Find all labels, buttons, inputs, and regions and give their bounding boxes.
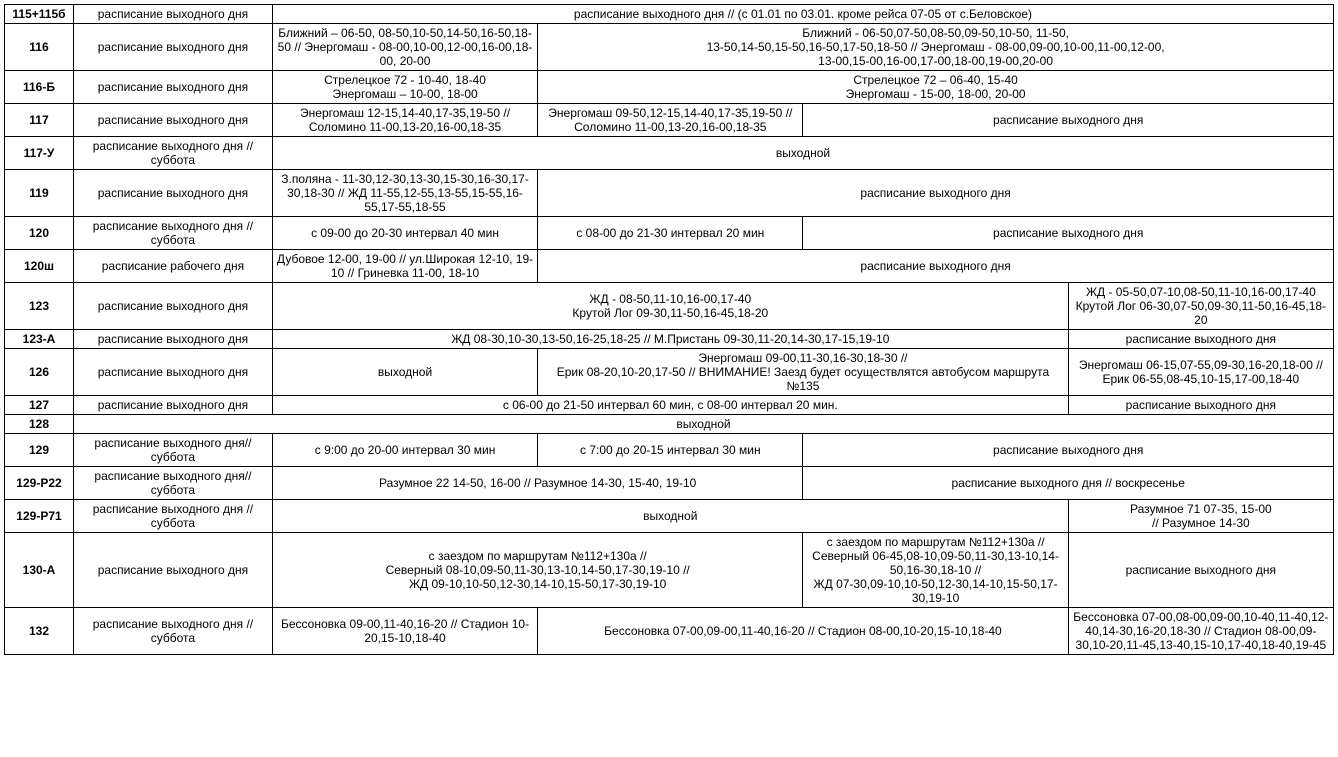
table-row: 130-Арасписание выходного дняс заездом п…	[5, 533, 1334, 608]
schedule-cell: расписание выходного дня	[538, 170, 1334, 217]
schedule-cell: расписание выходного дня	[73, 330, 272, 349]
route-cell: 130-А	[5, 533, 74, 608]
schedule-cell: ЖД - 05-50,07-10,08-50,11-10,16-00,17-40…	[1068, 283, 1333, 330]
schedule-cell: с 06-00 до 21-50 интервал 60 мин, с 08-0…	[272, 396, 1068, 415]
schedule-cell: расписание выходного дня //суббота	[73, 500, 272, 533]
schedule-cell: расписание рабочего дня	[73, 250, 272, 283]
table-row: 123-Арасписание выходного дняЖД 08-30,10…	[5, 330, 1334, 349]
schedule-cell: Стрелецкое 72 – 06-40, 15-40Энергомаш - …	[538, 71, 1334, 104]
schedule-cell: расписание выходного дня	[73, 24, 272, 71]
schedule-cell: выходной	[272, 500, 1068, 533]
route-cell: 123-А	[5, 330, 74, 349]
table-row: 119расписание выходного дняЗ.поляна - 11…	[5, 170, 1334, 217]
schedule-cell: расписание выходного дня	[1068, 396, 1333, 415]
schedule-cell: расписание выходного дня// суббота	[73, 467, 272, 500]
schedule-cell: расписание выходного дня //суббота	[73, 217, 272, 250]
schedule-cell: расписание выходного дня	[538, 250, 1334, 283]
schedule-cell: расписание выходного дня// суббота	[73, 434, 272, 467]
schedule-cell: расписание выходного дня	[73, 104, 272, 137]
schedule-cell: Бессоновка 07-00,08-00,09-00,10-40,11-40…	[1068, 608, 1333, 655]
schedule-cell: ЖД - 08-50,11-10,16-00,17-40Крутой Лог 0…	[272, 283, 1068, 330]
schedule-cell: Ближний - 06-50,07-50,08-50,09-50,10-50,…	[538, 24, 1334, 71]
table-row: 120расписание выходного дня //субботас 0…	[5, 217, 1334, 250]
schedule-cell: Дубовое 12-00, 19-00 // ул.Широкая 12-10…	[272, 250, 537, 283]
schedule-cell: выходной	[272, 349, 537, 396]
schedule-cell: Энергомаш 06-15,07-55,09-30,16-20,18-00 …	[1068, 349, 1333, 396]
table-row: 117расписание выходного дняЭнергомаш 12-…	[5, 104, 1334, 137]
schedule-cell: расписание выходного дня	[73, 5, 272, 24]
route-cell: 115+115б	[5, 5, 74, 24]
schedule-cell: Разумное 71 07-35, 15-00// Разумное 14-3…	[1068, 500, 1333, 533]
table-row: 123расписание выходного дняЖД - 08-50,11…	[5, 283, 1334, 330]
route-cell: 129-Р71	[5, 500, 74, 533]
route-cell: 127	[5, 396, 74, 415]
table-row: 132расписание выходного дня //субботаБес…	[5, 608, 1334, 655]
table-row: 116-Брасписание выходного дняСтрелецкое …	[5, 71, 1334, 104]
schedule-cell: Энергомаш 09-50,12-15,14-40,17-35,19-50 …	[538, 104, 803, 137]
schedule-cell: расписание выходного дня	[803, 217, 1334, 250]
schedule-cell: Энергомаш 09-00,11-30,16-30,18-30 //Ерик…	[538, 349, 1069, 396]
table-row: 117-Урасписание выходного дня //субботав…	[5, 137, 1334, 170]
schedule-cell: выходной	[272, 137, 1333, 170]
schedule-cell: с 08-00 до 21-30 интервал 20 мин	[538, 217, 803, 250]
table-row: 129-Р71расписание выходного дня //суббот…	[5, 500, 1334, 533]
route-cell: 117	[5, 104, 74, 137]
schedule-cell: З.поляна - 11-30,12-30,13-30,15-30,16-30…	[272, 170, 537, 217]
schedule-cell: расписание выходного дня	[73, 71, 272, 104]
schedule-cell: Разумное 22 14-50, 16-00 // Разумное 14-…	[272, 467, 803, 500]
schedule-cell: расписание выходного дня	[73, 533, 272, 608]
route-cell: 116-Б	[5, 71, 74, 104]
route-cell: 120ш	[5, 250, 74, 283]
schedule-cell: с 09-00 до 20-30 интервал 40 мин	[272, 217, 537, 250]
table-row: 129-Р22расписание выходного дня// суббот…	[5, 467, 1334, 500]
schedule-cell: с 7:00 до 20-15 интервал 30 мин	[538, 434, 803, 467]
table-row: 120шрасписание рабочего дняДубовое 12-00…	[5, 250, 1334, 283]
schedule-cell: расписание выходного дня	[1068, 330, 1333, 349]
schedule-cell: расписание выходного дня	[803, 104, 1334, 137]
schedule-cell: расписание выходного дня	[73, 283, 272, 330]
schedule-cell: Стрелецкое 72 - 10-40, 18-40Энергомаш – …	[272, 71, 537, 104]
schedule-cell: выходной	[73, 415, 1333, 434]
schedule-cell: Ближний – 06-50, 08-50,10-50,14-50,16-50…	[272, 24, 537, 71]
table-row: 126расписание выходного днявыходнойЭнерг…	[5, 349, 1334, 396]
schedule-cell: расписание выходного дня	[803, 434, 1334, 467]
schedule-cell: расписание выходного дня	[73, 396, 272, 415]
schedule-cell: с 9:00 до 20-00 интервал 30 мин	[272, 434, 537, 467]
schedule-cell: расписание выходного дня //суббота	[73, 137, 272, 170]
route-cell: 117-У	[5, 137, 74, 170]
route-cell: 116	[5, 24, 74, 71]
table-row: 127расписание выходного дняс 06-00 до 21…	[5, 396, 1334, 415]
schedule-cell: с заездом по маршрутам №112+130а // Севе…	[803, 533, 1068, 608]
table-row: 129расписание выходного дня// субботас 9…	[5, 434, 1334, 467]
schedule-cell: ЖД 08-30,10-30,13-50,16-25,18-25 // М.Пр…	[272, 330, 1068, 349]
route-cell: 129-Р22	[5, 467, 74, 500]
table-row: 115+115брасписание выходного днярасписан…	[5, 5, 1334, 24]
route-cell: 120	[5, 217, 74, 250]
schedule-cell: расписание выходного дня	[73, 349, 272, 396]
schedule-cell: расписание выходного дня // (с 01.01 по …	[272, 5, 1333, 24]
schedule-cell: расписание выходного дня //суббота	[73, 608, 272, 655]
schedule-cell: Бессоновка 09-00,11-40,16-20 // Стадион …	[272, 608, 537, 655]
table-row: 128выходной	[5, 415, 1334, 434]
route-cell: 128	[5, 415, 74, 434]
route-cell: 126	[5, 349, 74, 396]
route-cell: 129	[5, 434, 74, 467]
schedule-table: 115+115брасписание выходного днярасписан…	[4, 4, 1334, 655]
schedule-cell: расписание выходного дня	[73, 170, 272, 217]
schedule-cell: Бессоновка 07-00,09-00,11-40,16-20 // Ст…	[538, 608, 1069, 655]
table-row: 116расписание выходного дняБлижний – 06-…	[5, 24, 1334, 71]
schedule-cell: с заездом по маршрутам №112+130а //Север…	[272, 533, 803, 608]
schedule-cell: Энергомаш 12-15,14-40,17-35,19-50 // Сол…	[272, 104, 537, 137]
route-cell: 123	[5, 283, 74, 330]
route-cell: 132	[5, 608, 74, 655]
route-cell: 119	[5, 170, 74, 217]
schedule-cell: расписание выходного дня	[1068, 533, 1333, 608]
schedule-cell: расписание выходного дня // воскресенье	[803, 467, 1334, 500]
